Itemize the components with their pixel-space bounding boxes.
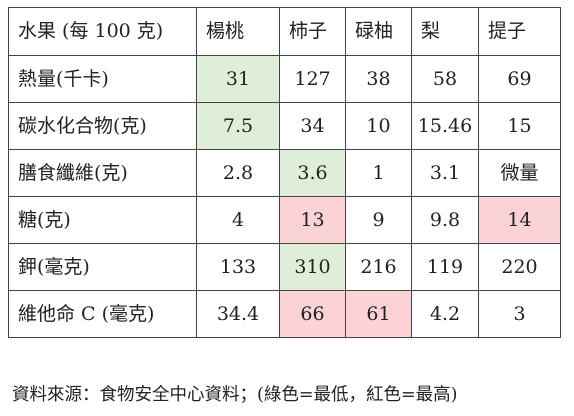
table-cell: 2.8 bbox=[196, 149, 280, 197]
table-cell: 9 bbox=[345, 196, 412, 244]
table-cell: 69 bbox=[478, 55, 561, 103]
table-cell: 34 bbox=[279, 102, 346, 150]
table-header-row: 水果 (每 100 克) 楊桃 柿子 碌柚 梨 提子 bbox=[8, 7, 561, 56]
table-cell: 3.6 bbox=[279, 149, 346, 197]
header-grape: 提子 bbox=[478, 7, 561, 56]
table-cell: 66 bbox=[279, 290, 346, 338]
header-pear: 梨 bbox=[411, 7, 479, 56]
table-cell: 1 bbox=[345, 149, 412, 197]
table-cell: 13 bbox=[279, 196, 346, 244]
table-cell: 133 bbox=[196, 243, 280, 291]
header-pomelo: 碌柚 bbox=[345, 7, 412, 56]
table-cell: 4 bbox=[196, 196, 280, 244]
table-cell: 38 bbox=[345, 55, 412, 103]
table-cell: 127 bbox=[279, 55, 346, 103]
table-row: 維他命 C (毫克) 34.4 66 61 4.2 3 bbox=[8, 290, 561, 338]
header-starfruit: 楊桃 bbox=[196, 7, 280, 56]
table-cell: 14 bbox=[478, 196, 561, 244]
nutrition-table-container: 水果 (每 100 克) 楊桃 柿子 碌柚 梨 提子 熱量(千卡) 31 127… bbox=[8, 7, 561, 338]
table-row: 碳水化合物(克) 7.5 34 10 15.46 15 bbox=[8, 102, 561, 150]
header-persimmon: 柿子 bbox=[279, 7, 346, 56]
table-cell: 10 bbox=[345, 102, 412, 150]
table-row: 鉀(毫克) 133 310 216 119 220 bbox=[8, 243, 561, 291]
row-label-carbohydrate: 碳水化合物(克) bbox=[8, 102, 197, 150]
table-row: 熱量(千卡) 31 127 38 58 69 bbox=[8, 55, 561, 103]
table-cell: 4.2 bbox=[411, 290, 479, 338]
table-cell: 220 bbox=[478, 243, 561, 291]
row-label-dietary-fiber: 膳食纖維(克) bbox=[8, 149, 197, 197]
row-label-sugar: 糖(克) bbox=[8, 196, 197, 244]
table-cell: 9.8 bbox=[411, 196, 479, 244]
table-cell: 15 bbox=[478, 102, 561, 150]
source-footnote: 資料來源：食物安全中心資料；(綠色=最低，紅色=最高) bbox=[12, 385, 458, 405]
table-cell: 31 bbox=[196, 55, 280, 103]
table-cell: 15.46 bbox=[411, 102, 479, 150]
row-label-calories: 熱量(千卡) bbox=[8, 55, 197, 103]
header-fruit-per-100g: 水果 (每 100 克) bbox=[8, 7, 197, 56]
table-row: 膳食纖維(克) 2.8 3.6 1 3.1 微量 bbox=[8, 149, 561, 197]
table-cell: 58 bbox=[411, 55, 479, 103]
row-label-potassium: 鉀(毫克) bbox=[8, 243, 197, 291]
row-label-vitamin-c: 維他命 C (毫克) bbox=[8, 290, 197, 338]
table-cell: 3 bbox=[478, 290, 561, 338]
fruit-nutrition-table: 水果 (每 100 克) 楊桃 柿子 碌柚 梨 提子 熱量(千卡) 31 127… bbox=[8, 7, 561, 338]
table-cell: 310 bbox=[279, 243, 346, 291]
table-cell: 34.4 bbox=[196, 290, 280, 338]
table-cell: 119 bbox=[411, 243, 479, 291]
table-cell: 61 bbox=[345, 290, 412, 338]
table-cell: 微量 bbox=[478, 149, 561, 197]
table-cell: 3.1 bbox=[411, 149, 479, 197]
table-row: 糖(克) 4 13 9 9.8 14 bbox=[8, 196, 561, 244]
table-cell: 7.5 bbox=[196, 102, 280, 150]
table-cell: 216 bbox=[345, 243, 412, 291]
